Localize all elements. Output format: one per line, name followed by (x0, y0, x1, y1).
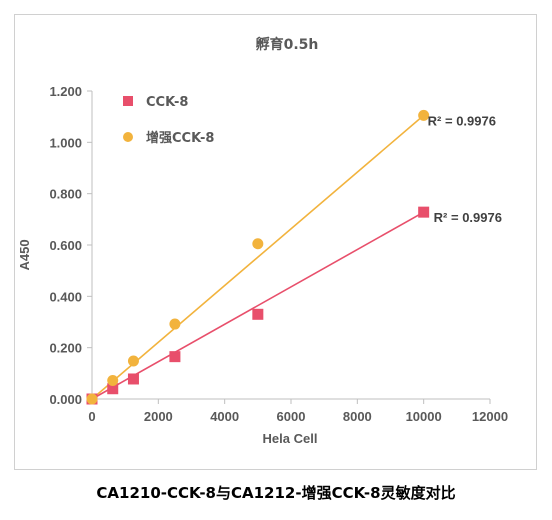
cck8-point (169, 351, 181, 363)
data-markers: R² = 0.9976 R² = 0.9976 (86, 109, 502, 405)
cck8-r2-label: R² = 0.9976 (434, 210, 502, 225)
axes: 0 2000 4000 6000 8000 10000 12000 0.000 0.200 0.4… (49, 84, 508, 424)
enhanced-cck8-point (127, 355, 139, 367)
y-tick-label: 1.000 (49, 135, 82, 150)
enhanced-cck8-point (252, 238, 264, 250)
y-tick-label: 0.600 (49, 238, 82, 253)
trendlines (91, 114, 425, 400)
enhanced-cck8-r2-label: R² = 0.9976 (428, 113, 496, 128)
y-tick-label: 1.200 (49, 84, 82, 99)
enhanced-cck8-point (418, 109, 430, 121)
figure-caption: CA1210-CCK-8与CA1212-增强CCK-8灵敏度对比 (96, 484, 456, 502)
legend-marker-enhanced-cck8 (123, 132, 133, 142)
x-tick-label: 12000 (472, 409, 508, 424)
y-tick-label: 0.800 (49, 187, 82, 202)
cck8-point (418, 206, 430, 218)
legend-label-enhanced-cck8: 增强CCK-8 (146, 130, 214, 146)
x-tick-label: 8000 (343, 409, 372, 424)
x-axis-title: Hela Cell (263, 431, 318, 446)
enhanced-cck8-point (86, 393, 98, 405)
y-tick-label: 0.200 (49, 341, 82, 356)
legend-label-cck8: CCK-8 (146, 95, 188, 110)
y-axis-title: A450 (17, 239, 32, 270)
x-tick-label: 4000 (210, 409, 239, 424)
legend: CCK-8 增强CCK-8 (123, 95, 214, 146)
chart-svg: 孵育0.5h 0 2000 4000 6000 8000 10000 120000.0000… (17, 36, 508, 446)
cck8-point (127, 373, 139, 385)
x-tick-label: 2000 (144, 409, 173, 424)
enhanced-cck8-point (107, 375, 119, 387)
cck8-point (252, 308, 264, 320)
enhanced-cck8-point (169, 318, 181, 330)
enhanced-cck8-trendline (91, 114, 425, 400)
x-tick-label: 6000 (277, 409, 306, 424)
y-tick-label: 0.400 (49, 289, 82, 304)
chart-title: 孵育0.5h (256, 36, 319, 53)
y-tick-label: 0.000 (49, 392, 82, 407)
x-tick-label: 0 (88, 409, 95, 424)
chart-frame: 孵育0.5h 0 2000 4000 6000 8000 10000 12000 0.000 0… (14, 14, 537, 470)
cck8-trendline (91, 211, 425, 400)
legend-marker-cck8 (123, 96, 133, 106)
x-tick-label: 10000 (406, 409, 442, 424)
cck8-point (107, 383, 119, 395)
